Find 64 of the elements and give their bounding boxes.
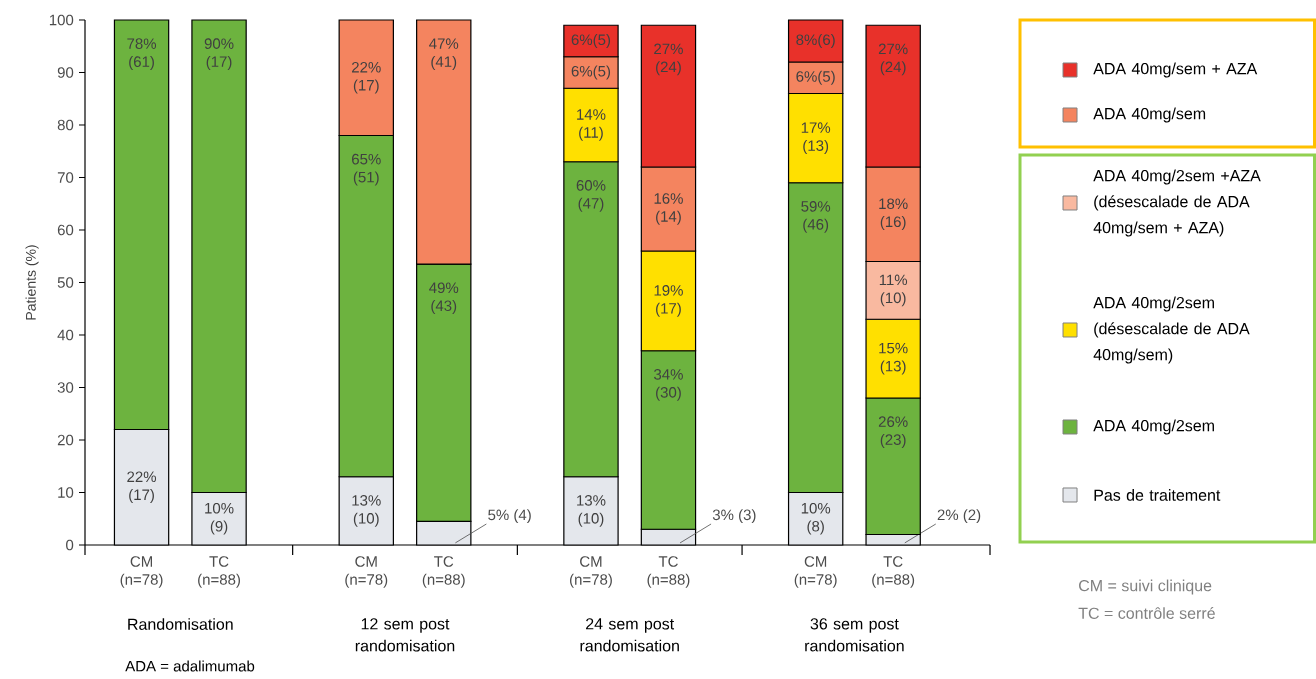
- data-label: 6%(5): [796, 70, 835, 85]
- data-label: 90% (17): [204, 38, 234, 70]
- data-label: 49% (43): [429, 282, 459, 315]
- legend-label: Pas de traitement: [1094, 489, 1221, 501]
- data-label: 3% (3): [712, 509, 756, 524]
- data-label: 10% (9): [205, 502, 234, 535]
- y-axis-title: Patients (%): [25, 245, 39, 320]
- data-label: 10% (8): [801, 502, 831, 535]
- y-tick-label: 60: [57, 224, 74, 236]
- data-label: 22% (17): [352, 61, 381, 94]
- y-tick-label: 0: [66, 539, 74, 551]
- x-tick-label: CM (n=78): [345, 556, 388, 588]
- text: 36 sem post randomisation: [805, 618, 904, 652]
- data-label: 22% (17): [127, 471, 157, 504]
- data-label: 78% (61): [127, 38, 157, 70]
- text: 24 sem post randomisation: [580, 618, 679, 652]
- x-tick-label: TC (n=88): [198, 556, 240, 588]
- y-tick-label: 80: [57, 119, 74, 131]
- data-label: 47% (41): [429, 38, 459, 70]
- text: ADA = adalimumab: [125, 660, 255, 672]
- data-label: 19% (17): [654, 285, 683, 317]
- data-label: 6%(5): [571, 65, 611, 80]
- y-tick-label: 20: [57, 434, 74, 446]
- data-label: 27% (24): [878, 43, 908, 76]
- data-label: 6%(5): [571, 34, 611, 48]
- text: TC = contrôle serré: [1078, 607, 1215, 619]
- data-label: 60% (47): [576, 180, 606, 212]
- data-label: 59% (46): [801, 201, 831, 233]
- y-tick-label: 50: [57, 277, 74, 288]
- y-tick-label: 100: [49, 14, 74, 26]
- y-tick-label: 90: [57, 67, 74, 78]
- text: 12 sem post randomisation: [355, 618, 455, 652]
- data-label: 27% (24): [654, 43, 683, 76]
- legend-label: ADA 40mg/sem: [1093, 107, 1206, 123]
- y-tick-label: 10: [58, 487, 74, 498]
- data-label: 18% (16): [879, 198, 908, 231]
- data-label: 17% (13): [801, 122, 831, 154]
- x-tick-label: CM (n=78): [570, 556, 612, 588]
- text: CM = suivi clinique: [1079, 579, 1212, 595]
- data-label: 15% (13): [879, 342, 908, 375]
- data-label: 8%(6): [796, 34, 835, 48]
- y-tick-label: 40: [57, 329, 74, 341]
- legend-label: ADA 40mg/2sem +AZA (désescalade de ADA 40mg/sem + AZA): [1093, 169, 1261, 237]
- x-tick-label: CM (n=78): [794, 556, 837, 588]
- data-label: 13% (10): [577, 495, 606, 527]
- data-label: 34% (30): [654, 369, 683, 401]
- legend-label: ADA 40mg/sem + AZA: [1093, 62, 1258, 78]
- data-label: 26% (23): [878, 416, 908, 448]
- x-tick-label: TC (n=88): [422, 556, 465, 588]
- y-tick-label: 30: [57, 382, 74, 393]
- data-label: 11% (10): [879, 274, 908, 307]
- y-tick-label: 70: [57, 172, 74, 183]
- x-tick-label: TC (n=88): [647, 556, 690, 588]
- legend-label: ADA 40mg/2sem (désescalade de ADA 40mg/sem): [1093, 296, 1250, 364]
- x-tick-label: CM (n=78): [120, 556, 163, 588]
- data-label: 14% (11): [577, 109, 606, 141]
- data-label: 2% (2): [937, 509, 981, 524]
- data-label: 5% (4): [488, 509, 531, 524]
- data-label: 16% (14): [654, 193, 683, 225]
- data-label: 65% (51): [352, 153, 381, 186]
- data-label: 13% (10): [352, 495, 381, 527]
- legend-label: ADA 40mg/2sem: [1093, 419, 1214, 435]
- x-tick-label: TC (n=88): [872, 556, 915, 588]
- text: Randomisation: [128, 618, 233, 630]
